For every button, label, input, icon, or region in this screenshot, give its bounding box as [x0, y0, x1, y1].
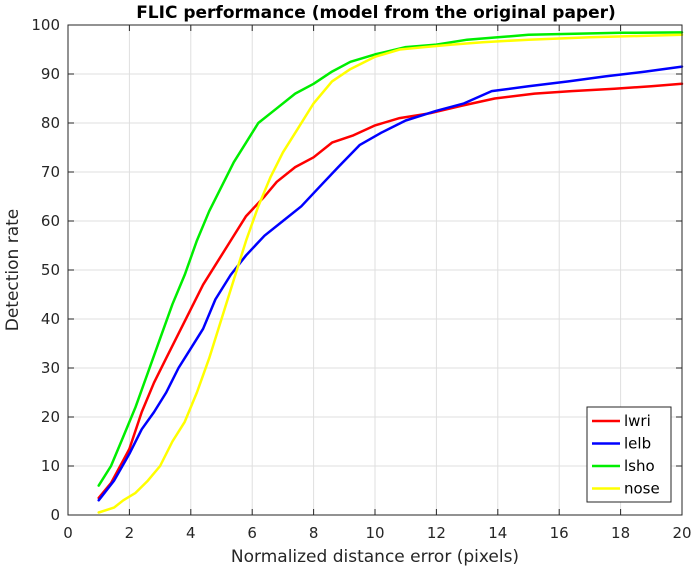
- x-tick-label: 14: [488, 524, 507, 542]
- x-tick-label: 10: [365, 524, 384, 542]
- x-tick-label: 6: [247, 524, 257, 542]
- y-tick-label: 30: [41, 359, 60, 377]
- y-tick-label: 80: [41, 114, 60, 132]
- legend-box: [586, 406, 672, 503]
- legend-label-nose: nose: [624, 480, 660, 498]
- y-tick-label: 90: [41, 65, 60, 83]
- x-tick-label: 12: [427, 524, 446, 542]
- x-tick-label: 18: [611, 524, 630, 542]
- y-tick-label: 100: [31, 16, 60, 34]
- x-tick-label: 20: [672, 524, 691, 542]
- series-line-lwri: [97, 82, 684, 500]
- y-tick-label: 20: [41, 408, 60, 426]
- legend-label-lsho: lsho: [624, 457, 655, 475]
- y-tick-label: 40: [41, 310, 60, 328]
- y-tick-label: 50: [41, 261, 60, 279]
- series-line-lsho: [97, 31, 684, 487]
- y-axis-label: Detection rate: [3, 209, 23, 332]
- x-tick-label: 0: [63, 524, 73, 542]
- x-axis: 0 2 4 6 8 10 12 14 16 18 20: [63, 25, 692, 542]
- y-tick-label: 10: [41, 457, 60, 475]
- x-tick-label: 16: [550, 524, 569, 542]
- series-layer: [97, 31, 684, 514]
- y-tick-label: 60: [41, 212, 60, 230]
- legend-label-lwri: lwri: [624, 412, 651, 430]
- x-axis-label: Normalized distance error (pixels): [231, 547, 519, 567]
- legend: lwri lelb lsho nose: [586, 406, 672, 503]
- y-tick-label: 70: [41, 163, 60, 181]
- x-tick-label: 4: [186, 524, 196, 542]
- series-line-nose: [97, 33, 684, 514]
- x-tick-label: 8: [309, 524, 319, 542]
- y-tick-label: 0: [50, 506, 60, 524]
- x-tick-label: 2: [125, 524, 135, 542]
- chart-title: FLIC performance (model from the origina…: [136, 3, 616, 23]
- y-axis: 0 10 20 30 40 50 60 70 80 90 100: [31, 16, 682, 524]
- legend-label-lelb: lelb: [624, 435, 651, 453]
- series-line-lelb: [97, 65, 684, 502]
